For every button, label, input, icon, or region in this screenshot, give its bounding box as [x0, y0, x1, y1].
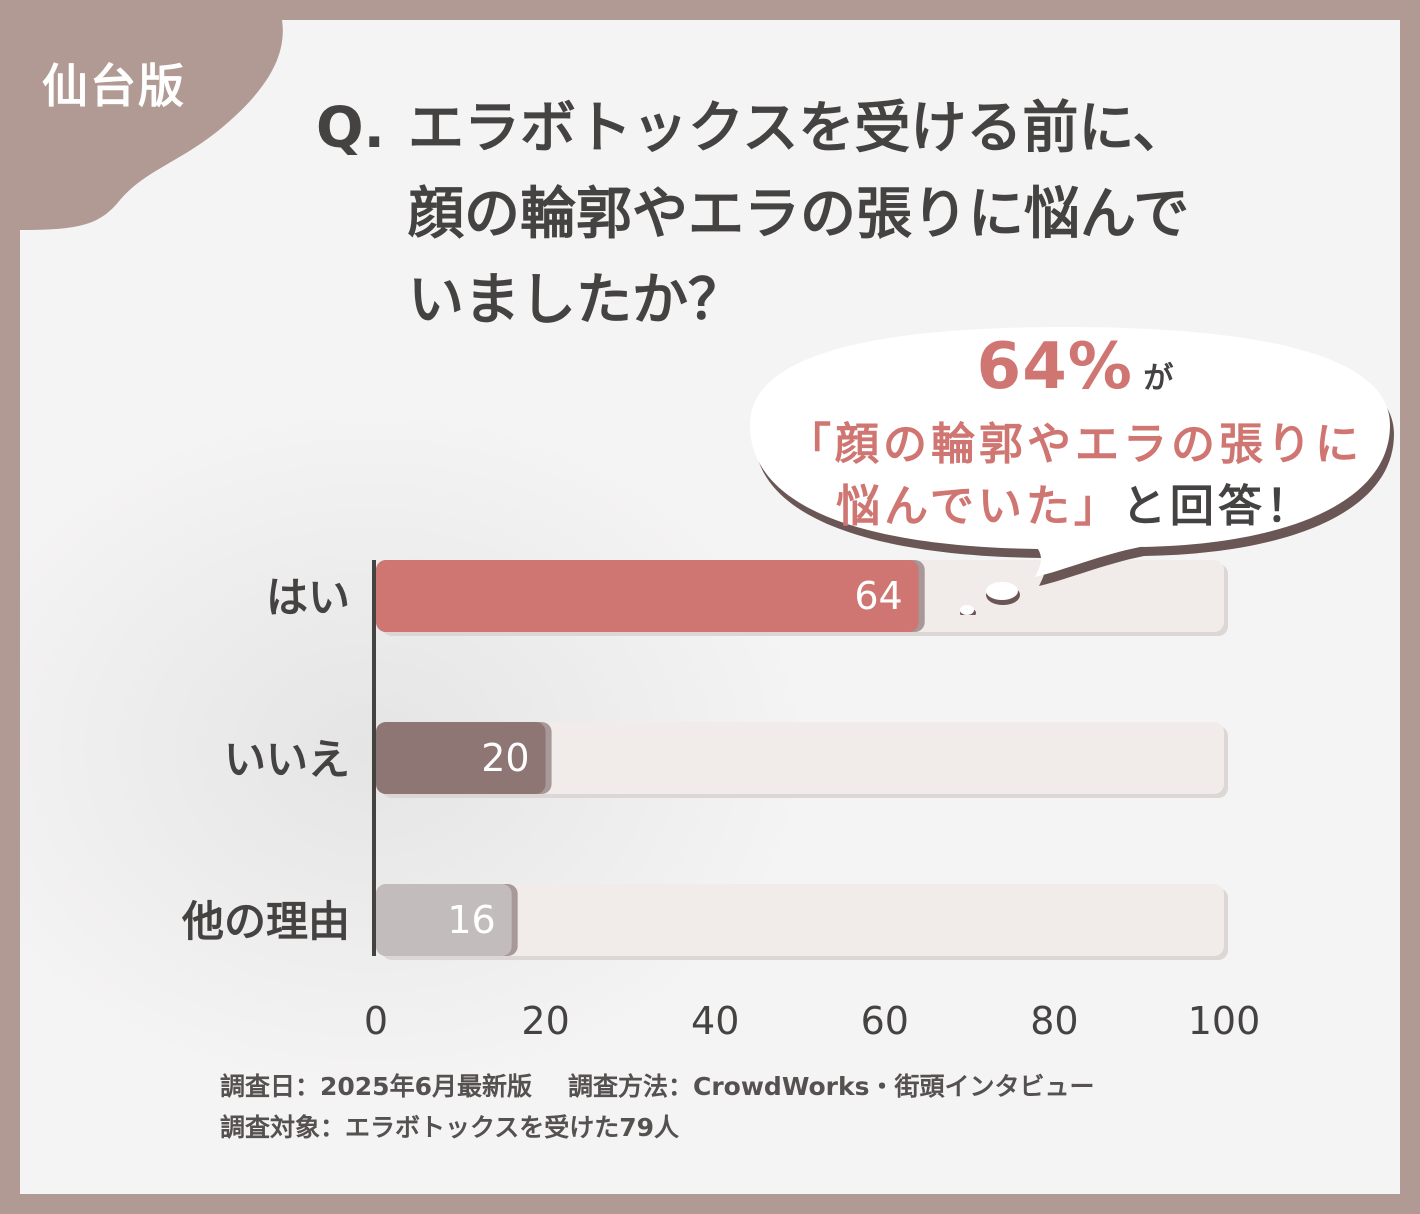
x-tick-label: 100: [1188, 999, 1261, 1043]
bar-track: [376, 722, 1224, 794]
question-prefix: Q.: [316, 96, 385, 161]
callout-percent: 64%: [976, 330, 1133, 404]
question-line-3: いましたか？: [408, 268, 744, 333]
survey-date: 調査日：2025年6月最新版: [220, 1072, 532, 1101]
category-label: いいえ: [224, 735, 350, 784]
footer-line-1: 調査日：2025年6月最新版 調査方法：CrowdWorks・街頭インタビュー: [220, 1066, 1095, 1107]
callout-line-3: 悩んでいた」と回答！: [836, 481, 1314, 532]
corner-tab: [20, 20, 283, 230]
x-tick-label: 40: [691, 999, 739, 1043]
question-line-2: 顔の輪郭やエラの張りに悩んで: [408, 182, 1190, 247]
survey-method: 調査方法：CrowdWorks・街頭インタビュー: [567, 1072, 1095, 1101]
infographic-card: 仙台版 Q. エラボトックスを受ける前に、 顔の輪郭やエラの張りに悩んで いました…: [20, 20, 1400, 1194]
region-label: 仙台版: [42, 59, 186, 113]
callout-text: 64% が 「顔の輪郭やエラの張りに 悩んでいた」と回答！: [750, 332, 1400, 538]
callout-line-2: 「顔の輪郭やエラの張りに: [787, 419, 1363, 470]
survey-target: 調査対象：エラボトックスを受けた79人: [220, 1113, 680, 1142]
bar: [376, 560, 919, 632]
category-label: 他の理由: [181, 897, 350, 946]
bar-value-label: 16: [447, 898, 495, 942]
footer-line-2: 調査対象：エラボトックスを受けた79人: [220, 1107, 1095, 1148]
x-tick-label: 60: [861, 999, 909, 1043]
bar-value-label: 20: [481, 736, 529, 780]
speech-bubble: [750, 327, 1394, 615]
x-tick-label: 20: [521, 999, 569, 1043]
question-title: Q. エラボトックスを受ける前に、 顔の輪郭やエラの張りに悩んで いましたか？: [316, 86, 1189, 344]
x-tick-label: 0: [364, 999, 388, 1043]
bar-track: [376, 884, 1224, 956]
bar-value-label: 64: [854, 574, 902, 618]
bar-chart: 64 はい 20 いいえ 16 他の理由 0 20 40 60 80 100: [181, 560, 1261, 1043]
question-line-1: Q. エラボトックスを受ける前に、: [316, 86, 1189, 172]
x-tick-label: 80: [1030, 999, 1078, 1043]
y-axis-line: [372, 560, 376, 956]
bar: [376, 722, 546, 794]
category-label: はい: [266, 573, 350, 622]
bar: [376, 884, 512, 956]
callout-particle: が: [1143, 361, 1174, 396]
callout-line-1: 64% が: [750, 332, 1400, 414]
survey-footer: 調査日：2025年6月最新版 調査方法：CrowdWorks・街頭インタビュー 調…: [220, 1066, 1095, 1148]
